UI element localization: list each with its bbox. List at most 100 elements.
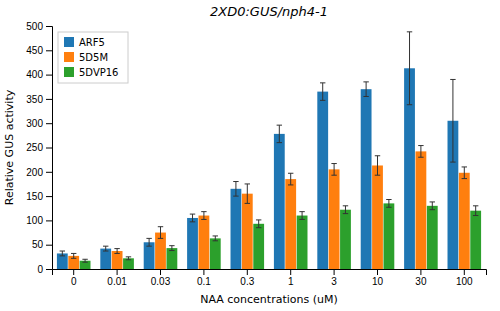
bar (144, 242, 155, 269)
legend-swatch (64, 52, 74, 62)
error-cap (299, 211, 304, 212)
y-tick: 50 (32, 239, 52, 250)
title: 2XD0:GUS/nph4-1 (210, 4, 328, 19)
x-tick-mark (73, 269, 74, 275)
error-cap (343, 205, 348, 206)
error-cap (473, 205, 478, 206)
error-bar (126, 257, 131, 260)
x-axis: 00.010.030.10.3131030100 (53, 269, 487, 287)
y-tick-mark (46, 75, 52, 76)
error-line (62, 251, 63, 256)
legend-label: ARF5 (79, 37, 105, 48)
y-tick-label: 200 (26, 167, 43, 178)
error-cap (233, 181, 238, 182)
axis-domain (46, 27, 53, 270)
bar (317, 92, 328, 269)
bar (231, 189, 242, 269)
error-cap (450, 79, 455, 80)
error-cap (114, 248, 119, 249)
error-cap (288, 184, 293, 185)
error-cap (126, 256, 131, 257)
error-bar (71, 253, 76, 258)
error-cap (418, 145, 423, 146)
legend-swatch (64, 67, 74, 77)
y-tick-label: 250 (26, 142, 43, 153)
x-tick: 1 (288, 269, 294, 287)
bar (285, 179, 296, 269)
error-line (117, 249, 118, 254)
error-cap (213, 235, 218, 236)
bar (470, 211, 481, 269)
error-cap (126, 259, 131, 260)
error-bar (473, 206, 478, 216)
error-cap (450, 162, 455, 163)
y-tick-label: 100 (26, 215, 43, 226)
error-cap (299, 219, 304, 220)
error-line (73, 253, 74, 258)
y-tick-mark (46, 220, 52, 221)
error-line (322, 83, 323, 100)
error-line (464, 167, 465, 179)
y-tick: 0 (37, 264, 52, 275)
error-line (215, 236, 216, 241)
error-line (149, 238, 150, 246)
error-cap (256, 219, 261, 220)
error-cap (71, 258, 76, 259)
error-cap (71, 253, 76, 254)
error-line (420, 146, 421, 158)
error-bar (386, 200, 391, 208)
error-cap (363, 96, 368, 97)
error-bar (407, 32, 412, 105)
error-bar (245, 184, 250, 203)
error-cap (375, 175, 380, 176)
y-tick: 500 (26, 21, 52, 32)
error-cap (146, 246, 151, 247)
series (57, 32, 458, 269)
bar (57, 253, 68, 269)
error-cap (331, 163, 336, 164)
x-tick: 0.1 (197, 269, 211, 287)
error-cap (103, 251, 108, 252)
bar (198, 216, 209, 269)
error-cap (256, 227, 261, 228)
error-cap (245, 203, 250, 204)
x-tick: 0.01 (107, 269, 127, 287)
bar (274, 134, 285, 269)
error-line (258, 220, 259, 228)
chart: 00.010.030.10.31310301000 50 100 150 200 250 3… (0, 0, 500, 311)
x-tick-mark (203, 269, 204, 275)
x-axis-title: NAA concentrations (uM) (200, 293, 338, 306)
error-line (105, 246, 106, 251)
series (80, 200, 481, 269)
x-tick-mark (160, 269, 161, 275)
error-line (388, 200, 389, 208)
error-bar (190, 214, 195, 222)
error-line (192, 214, 193, 222)
error-bar (450, 79, 455, 162)
error-line (171, 246, 172, 251)
error-cap (245, 183, 250, 184)
x-tick-mark (464, 269, 465, 275)
y-tick: 150 (26, 191, 52, 202)
error-bar (288, 173, 293, 185)
y-tick-mark (46, 148, 52, 149)
y-tick-label: 150 (26, 191, 43, 202)
y-tick-label: 300 (26, 118, 43, 129)
error-cap (190, 221, 195, 222)
bar (383, 203, 394, 269)
error-cap (158, 226, 163, 227)
error-bar (320, 83, 325, 100)
error-line (452, 79, 453, 162)
plot: 00.010.030.10.31310301000 50 100 150 200 250 3… (26, 21, 486, 287)
error-line (290, 173, 291, 185)
x-tick-label: 100 (456, 276, 473, 287)
y-tick-label: 350 (26, 94, 43, 105)
error-cap (375, 155, 380, 156)
y-tick: 450 (26, 45, 52, 56)
x-tick-mark (334, 269, 335, 275)
bar (187, 218, 198, 269)
error-bar (169, 246, 174, 251)
error-bar (60, 251, 65, 256)
y-axis: 050100150200250300350400450500 (26, 21, 52, 275)
error-line (475, 206, 476, 216)
